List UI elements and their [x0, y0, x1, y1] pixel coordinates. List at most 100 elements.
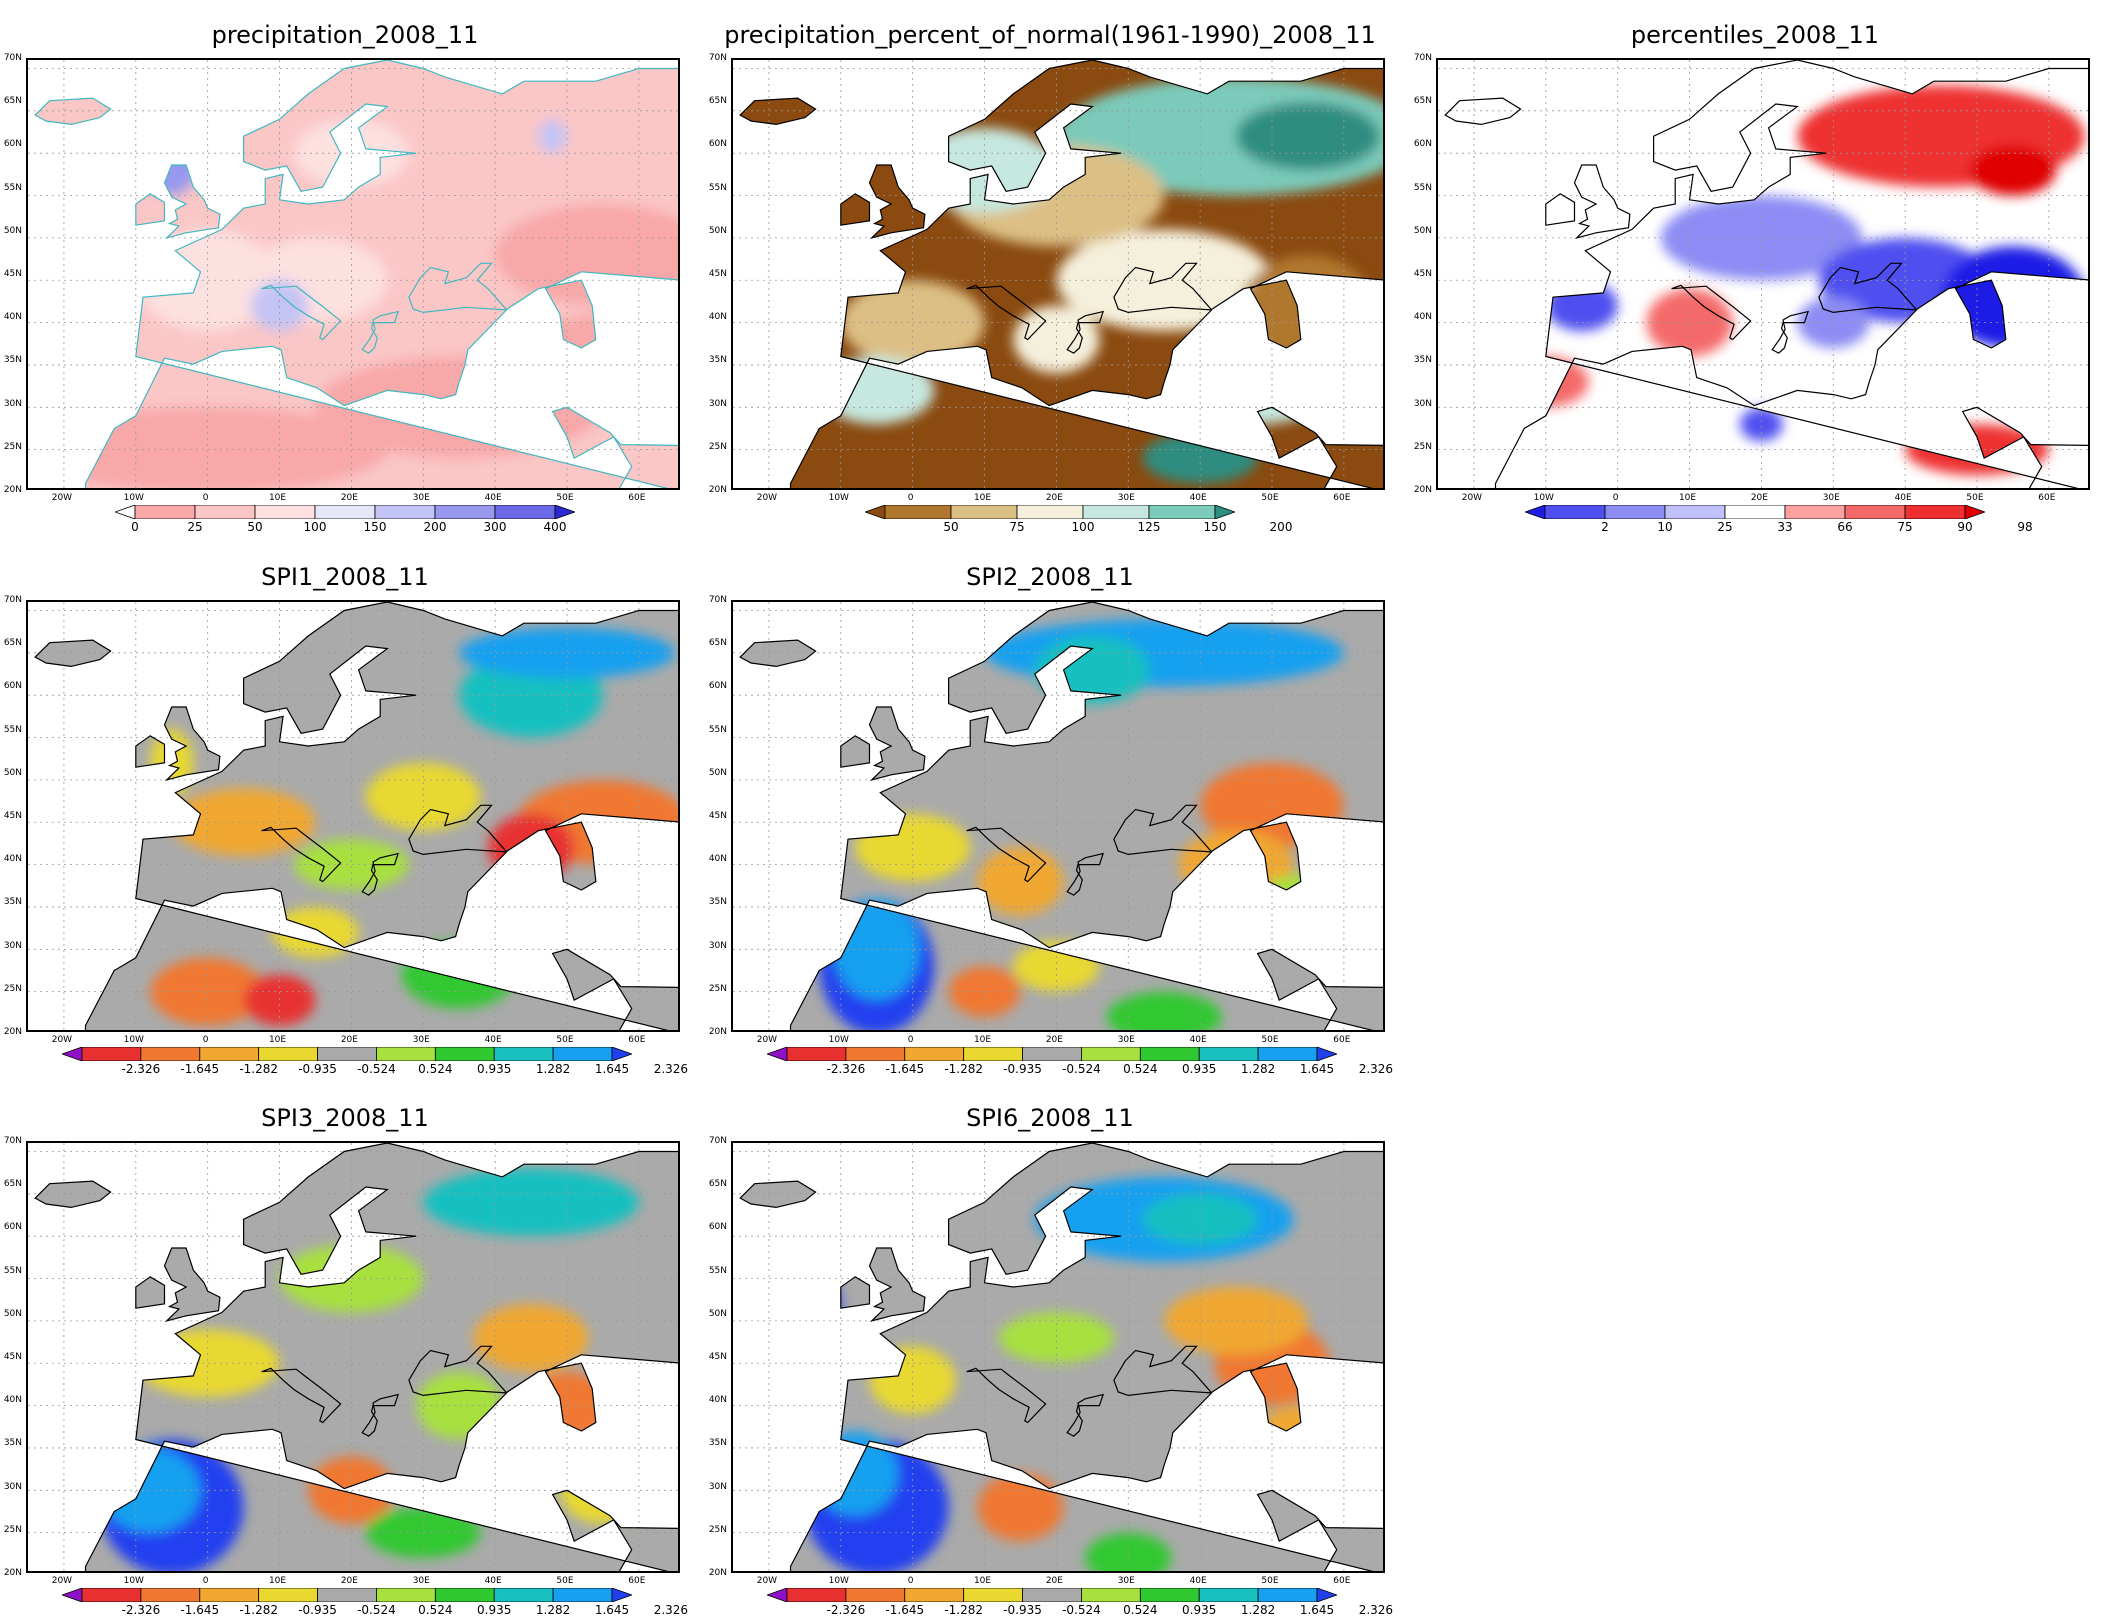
colorbar-label: 125 — [1137, 520, 1161, 534]
colorbar-label: -2.326 — [826, 1603, 866, 1617]
colorbar-segment — [317, 1046, 377, 1062]
longitude-label: 10W — [828, 493, 849, 503]
longitude-label: 50E — [556, 1576, 574, 1586]
latitude-label: 50N — [708, 225, 727, 236]
colorbar-label: 1.282 — [1240, 1062, 1276, 1076]
coastline — [1573, 164, 1631, 240]
latitude-label: 40N — [3, 312, 22, 323]
colorbar-arrow-low — [113, 504, 136, 520]
latitude-label: 60N — [708, 681, 727, 692]
field-anomaly — [948, 966, 1021, 1018]
latitude-label: 45N — [1413, 269, 1432, 279]
latitude-label: 30N — [3, 1481, 22, 1492]
colorbar-label: 90 — [1957, 520, 1973, 534]
colorbar-segment — [254, 504, 316, 520]
map-svg — [733, 602, 1383, 1030]
colorbar-segment — [1082, 504, 1150, 520]
colorbar-segment — [1904, 504, 1966, 520]
longitude-label: 50E — [1261, 493, 1279, 503]
colorbar-label: 98 — [2017, 520, 2033, 534]
coastline — [966, 1367, 1047, 1424]
latitude-label: 25N — [708, 1524, 727, 1535]
longitude-label: 60E — [1333, 1035, 1351, 1045]
longitude-label: 40E — [1189, 493, 1207, 503]
colorbar-arrow-low — [765, 1046, 788, 1062]
coastline — [261, 284, 342, 341]
colorbar-segment — [258, 1046, 318, 1062]
latitude-label: 35N — [708, 355, 727, 366]
latitude-label: 35N — [708, 897, 727, 908]
latitude-label: 45N — [3, 269, 22, 279]
coastline — [84, 1143, 678, 1571]
colorbar-segment — [434, 1587, 495, 1603]
longitude-label: 0 — [907, 493, 914, 503]
coastline — [1671, 284, 1752, 341]
latitude-label: 60N — [708, 139, 727, 150]
field-anomaly — [293, 839, 409, 890]
field-anomaly — [1660, 195, 1863, 281]
colorbar-segment — [258, 1587, 318, 1603]
field-anomaly — [365, 1507, 481, 1559]
colorbar: -2.326 -1.645 -1.282 -0.935 -0.524 0.524 0.935… — [765, 1587, 1393, 1617]
longitude-label: 50E — [1261, 1576, 1279, 1586]
coastline — [135, 1276, 166, 1309]
longitude-label: 50E — [1261, 1035, 1279, 1045]
latitude-label: 70N — [3, 53, 22, 63]
colorbar-label: -1.645 — [180, 1603, 220, 1617]
field-anomaly — [243, 974, 316, 1026]
panel-title: SPI3_2008_11 — [261, 1104, 429, 1132]
colorbar-segment — [552, 1046, 613, 1062]
colorbar-segment — [786, 1587, 847, 1603]
panel-title: SPI1_2008_11 — [261, 563, 429, 591]
latitude-label: 55N — [708, 724, 727, 735]
field-anomaly — [250, 280, 309, 332]
map-frame — [731, 1141, 1385, 1573]
latitude-label: 30N — [708, 398, 727, 409]
colorbar-label: 150 — [1203, 520, 1227, 534]
colorbar-segment — [1016, 504, 1084, 520]
panel-spi3: SPI3_2008_11 70N 65N 60N 55N 50N 45N 40N 35N 30N 2… — [0, 1103, 690, 1623]
colorbar-label: 2.326 — [1358, 1603, 1394, 1617]
coastline — [84, 602, 678, 1030]
colorbar-label: 0.524 — [1123, 1062, 1158, 1076]
longitude-label: 20W — [51, 1576, 73, 1586]
map-frame — [26, 1141, 680, 1573]
latitude-label: 50N — [3, 225, 22, 236]
field-anomaly — [1034, 635, 1150, 704]
longitude-label: 60E — [1333, 493, 1351, 503]
colorbar-segment — [963, 1587, 1023, 1603]
colorbar-segment — [1198, 1587, 1259, 1603]
latitude-label: 20N — [3, 485, 22, 495]
latitude-label: 25N — [3, 983, 22, 994]
latitude-label: 20N — [708, 1027, 727, 1037]
longitude-label: 20W — [51, 493, 73, 503]
colorbar-label: 150 — [363, 520, 387, 534]
field-anomaly — [35, 407, 388, 488]
longitude-label: 20W — [756, 1576, 778, 1586]
field-anomaly — [833, 898, 920, 1001]
map-svg — [28, 602, 678, 1030]
colorbar-arrow-high — [611, 1046, 634, 1062]
longitude-label: 20W — [51, 1035, 73, 1045]
colorbar-label: -0.935 — [298, 1062, 337, 1076]
colorbar-label: 100 — [1071, 520, 1095, 534]
coastline — [361, 1393, 400, 1437]
longitude-label: 60E — [628, 1035, 646, 1045]
colorbar-segment — [1081, 1046, 1141, 1062]
longitude-label: 20E — [1045, 493, 1063, 503]
latitude-label: 45N — [708, 1352, 727, 1362]
data-field — [35, 1143, 678, 1571]
map-svg — [28, 1143, 678, 1571]
coastline — [1066, 1393, 1105, 1437]
longitude-label: 60E — [1333, 1576, 1351, 1586]
colorbar: -2.326 -1.645 -1.282 -0.935 -0.524 0.524 0.935… — [765, 1046, 1393, 1076]
longitude-label: 50E — [556, 1035, 574, 1045]
longitude-label: 40E — [484, 1576, 502, 1586]
longitude-label: 30E — [1822, 493, 1840, 503]
longitude-label: 10E — [973, 1035, 992, 1045]
coastline — [1066, 310, 1105, 354]
latitude-label: 70N — [1413, 53, 1432, 63]
colorbar: 50 75 100 125 150 200 — [863, 504, 1292, 534]
latitude-label: 60N — [3, 139, 22, 150]
colorbar-label: -0.935 — [1003, 1603, 1042, 1617]
